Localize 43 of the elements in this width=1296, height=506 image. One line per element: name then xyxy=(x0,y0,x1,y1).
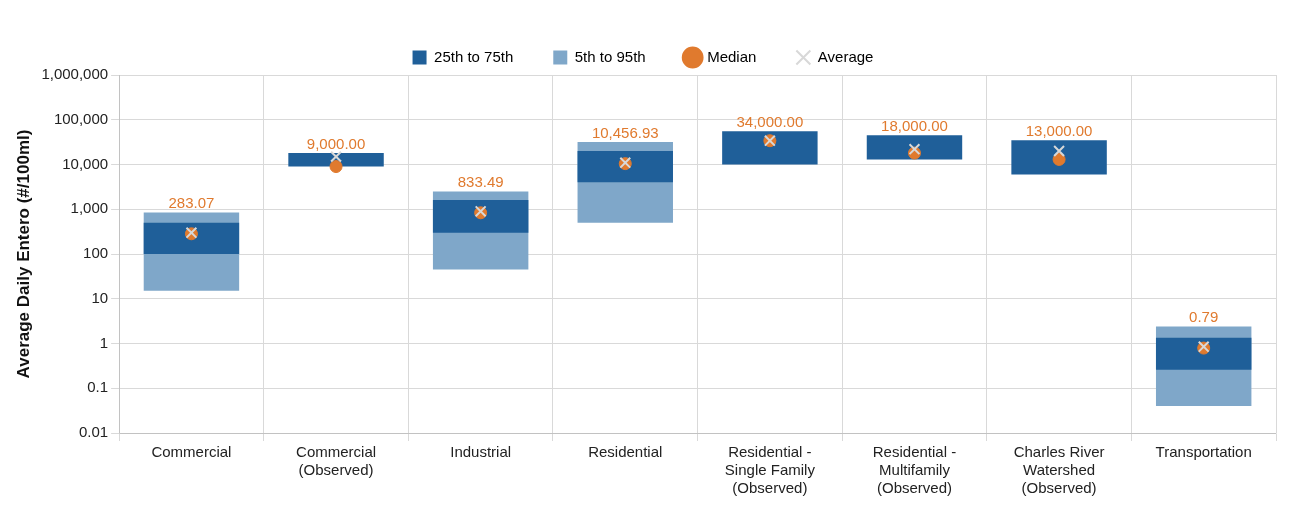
bar xyxy=(866,135,963,160)
data-label: 34,000.00 xyxy=(736,113,804,131)
bar xyxy=(432,200,529,233)
point xyxy=(908,143,921,156)
point xyxy=(1053,145,1066,157)
y-tick-label: 0.01 xyxy=(78,423,109,441)
x-tick-label: Transportation xyxy=(1155,443,1252,461)
y-tick-label: 10 xyxy=(91,288,109,306)
bar xyxy=(1155,337,1252,370)
bar xyxy=(1011,140,1107,175)
x-tick-label: Residential - Single Family (Observed) xyxy=(724,443,816,497)
y-tick-label: 0.1 xyxy=(87,378,109,396)
point xyxy=(330,150,342,163)
x-tick-label: Commercial xyxy=(151,443,232,461)
bar xyxy=(577,151,673,183)
point xyxy=(329,160,343,174)
x-tick-label: Industrial xyxy=(450,443,512,461)
y-tick-label: 1,000,000 xyxy=(41,65,109,83)
x-tick-label: Residential - Multifamily (Observed) xyxy=(872,443,957,497)
y-tick-label: 100,000 xyxy=(53,109,109,127)
y-tick-label: 1,000 xyxy=(70,199,109,217)
bar xyxy=(722,131,818,165)
legend-label: Average xyxy=(817,47,874,65)
data-label: 9,000.00 xyxy=(306,134,366,152)
legend-label: Median xyxy=(707,47,757,65)
legend-label: 25th to 75th xyxy=(434,47,514,65)
x-tick-label: Residential xyxy=(588,443,663,461)
data-label: 18,000.00 xyxy=(881,116,948,134)
y-axis-title: Average Daily Entero (#/100ml) xyxy=(13,129,33,379)
x-tick-label: Commercial (Observed) xyxy=(296,443,377,479)
data-label: 833.49 xyxy=(457,173,504,191)
data-label: 10,456.93 xyxy=(591,123,659,141)
data-label: 13,000.00 xyxy=(1025,121,1093,139)
bar xyxy=(288,153,384,167)
y-tick-label: 1 xyxy=(99,333,109,351)
data-label: 283.07 xyxy=(168,194,215,212)
y-tick-label: 100 xyxy=(83,244,109,262)
legend-label: 5th to 95th xyxy=(574,47,646,65)
point xyxy=(1052,152,1066,166)
x-tick-label: Charles River Watershed (Observed) xyxy=(1013,443,1105,497)
data-label: 0.79 xyxy=(1189,308,1219,326)
bar xyxy=(143,222,240,254)
y-tick-label: 10,000 xyxy=(62,154,109,172)
